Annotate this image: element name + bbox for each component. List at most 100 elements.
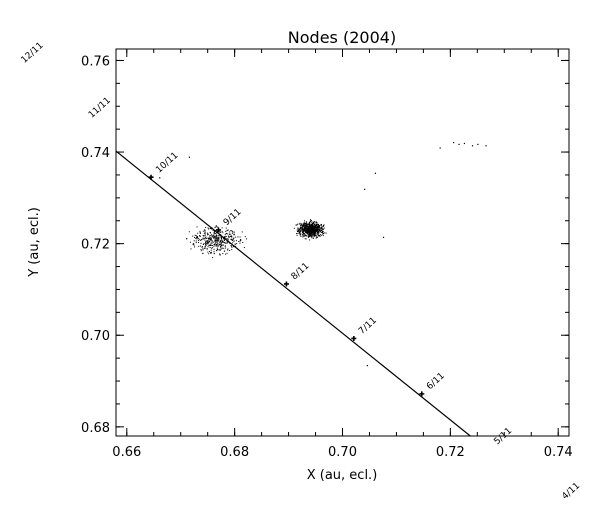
node-point [244,236,246,238]
node-point [314,230,316,232]
node-point [217,240,219,242]
node-point [198,241,200,243]
node-point [209,245,211,247]
node-point [318,232,320,234]
node-point [209,237,211,239]
date-label: 4/11 [560,481,582,502]
node-point [302,232,304,234]
node-point [304,223,306,225]
node-point [313,237,315,239]
node-point [219,241,221,243]
node-point [313,226,315,228]
node-point [189,241,191,243]
node-point [205,240,207,242]
node-point [300,227,302,229]
node-point [314,225,316,227]
node-point [241,231,243,233]
node-point [207,251,209,253]
date-label: 11/11 [87,96,113,121]
node-point [485,145,487,147]
node-point [225,253,227,255]
node-point [231,230,233,232]
node-point [246,238,248,240]
plot-area [116,141,487,436]
node-point [310,235,312,237]
node-point [308,229,310,231]
node-point [463,142,466,145]
node-point [223,236,225,238]
node-point [300,233,302,235]
node-point [227,248,229,250]
node-point [299,222,301,224]
node-point [219,230,221,232]
node-point [227,249,229,251]
node-point [207,240,209,242]
node-point [231,246,233,248]
node-point [229,231,231,233]
node-point [311,227,313,229]
node-point [210,237,212,239]
x-axis-label: X (au, ecl.) [307,468,378,483]
node-point [209,246,211,248]
node-point [309,220,311,222]
node-point [297,232,299,234]
node-point [235,240,237,242]
node-point [196,226,198,228]
node-point [313,230,315,232]
node-point [188,231,190,233]
node-point [316,232,318,234]
node-point [207,243,209,245]
node-point [221,237,223,239]
node-point [299,229,301,231]
node-point [311,228,313,230]
node-point [226,241,228,243]
node-point [320,224,322,226]
node-point [308,224,310,226]
node-point [229,233,231,235]
node-point [196,236,199,238]
node-point [302,228,304,230]
node-point [312,224,314,226]
node-point [237,236,239,238]
node-point [382,236,385,238]
date-label: 6/11 [425,371,447,392]
node-point [316,228,318,230]
node-point [311,232,313,234]
node-point [207,234,209,236]
node-point [366,365,368,367]
node-point [313,228,315,230]
node-point [319,229,321,231]
node-point [233,237,235,239]
date-label: 7/11 [357,316,379,337]
node-point [239,242,241,244]
node-point [301,227,303,229]
node-point [233,233,235,235]
node-point [195,242,197,244]
node-point [210,238,212,240]
node-point [315,222,317,224]
node-point [303,233,305,235]
node-point [322,230,324,232]
node-point [317,228,319,230]
node-point [315,236,317,238]
node-point [219,249,221,251]
node-point [243,247,245,249]
node-point [305,231,307,233]
node-point [195,237,197,239]
node-point [215,240,217,242]
node-point [223,250,226,252]
node-point [198,245,200,247]
node-point [308,236,310,238]
node-point [471,145,474,147]
node-point [323,227,325,229]
node-point [227,223,229,225]
node-point [300,225,302,227]
node-point [200,239,202,241]
node-point [210,252,212,254]
node-point [220,240,222,242]
node-point [211,245,213,247]
node-point [307,231,309,233]
node-point [304,235,306,237]
node-point [202,243,204,245]
node-point [194,246,196,248]
